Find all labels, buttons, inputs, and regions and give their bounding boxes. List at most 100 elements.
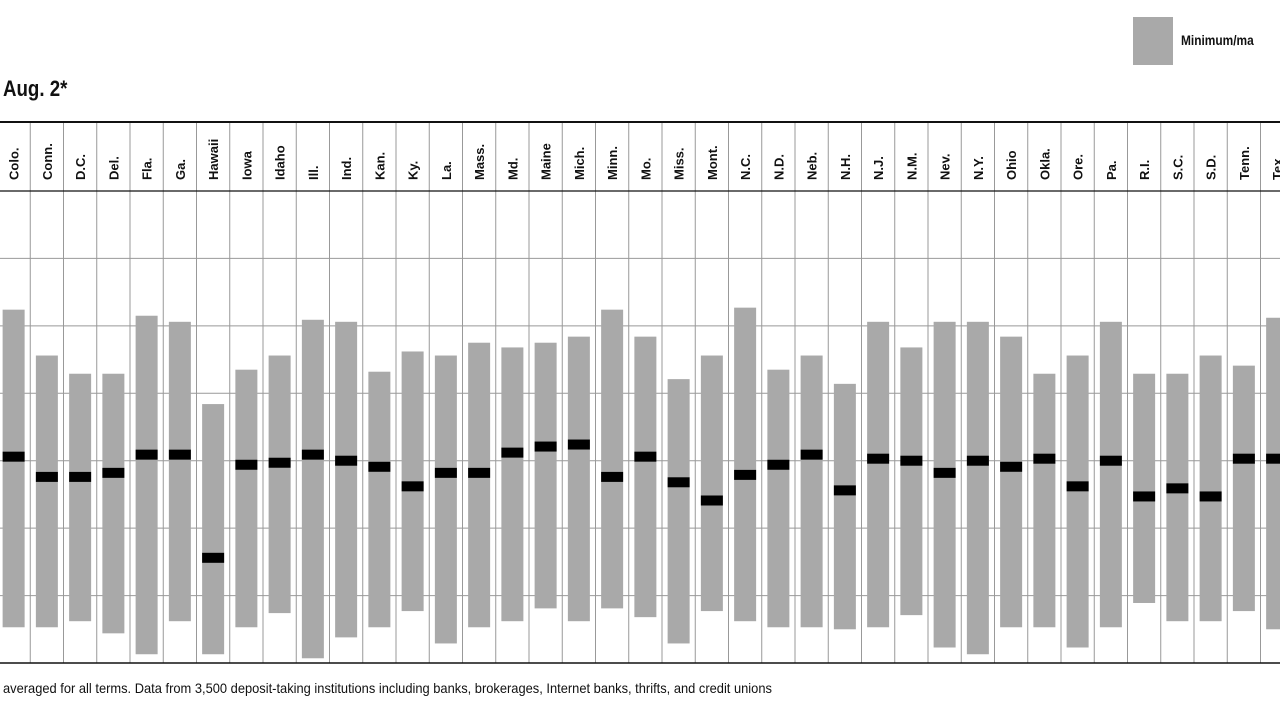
range-bar <box>567 336 590 622</box>
range-bar <box>1133 373 1156 603</box>
range-bar <box>501 347 524 622</box>
range-bar <box>1199 355 1222 622</box>
average-marker <box>700 495 723 506</box>
category-label: Pa. <box>1104 160 1119 180</box>
average-marker <box>368 461 391 472</box>
category-label: Kan. <box>372 152 387 180</box>
range-bar <box>301 319 324 659</box>
range-bar <box>335 321 358 638</box>
category-label: Ohio <box>1004 150 1019 180</box>
category-label: N.Y. <box>971 156 986 180</box>
range-bar <box>368 371 391 628</box>
category-label: Mont. <box>705 145 720 180</box>
category-label: Iowa <box>239 150 254 180</box>
category-label: Ill. <box>306 166 321 180</box>
category-label: Mich. <box>572 147 587 180</box>
average-marker <box>1232 453 1255 464</box>
category-label: Ore. <box>1071 154 1086 180</box>
average-marker <box>268 457 291 468</box>
average-marker <box>734 469 757 480</box>
chart-subtitle: Aug. 2* <box>3 76 68 101</box>
range-bars <box>2 307 1280 659</box>
category-label: N.H. <box>838 154 853 180</box>
range-bar <box>135 315 158 655</box>
average-marker <box>1033 453 1056 464</box>
category-label: S.C. <box>1170 155 1185 180</box>
range-bar <box>867 321 890 628</box>
category-label: R.I. <box>1137 160 1152 180</box>
average-marker <box>567 439 590 450</box>
category-label: Nev. <box>938 154 953 181</box>
category-label: Conn. <box>40 143 55 180</box>
range-bar <box>933 321 956 648</box>
category-label: Mass. <box>472 144 487 180</box>
range-bar <box>667 379 690 644</box>
legend-range-swatch <box>1133 17 1173 65</box>
average-marker <box>35 471 58 482</box>
grid-lines <box>0 122 1280 663</box>
range-bar <box>401 351 424 612</box>
range-bar <box>1066 355 1089 648</box>
average-marker <box>2 451 25 462</box>
average-marker <box>335 455 358 466</box>
category-label: Hawaii <box>206 139 221 180</box>
category-label: Mo. <box>638 158 653 180</box>
category-label: Ga. <box>173 159 188 180</box>
average-marker <box>966 455 989 466</box>
category-label: Ind. <box>339 157 354 180</box>
category-label: Colo. <box>7 148 22 181</box>
category-labels: Colo. Conn. D.C. Del. Fla. Ga. Hawaii Iowa Idaho… <box>7 139 1280 180</box>
average-marker <box>1133 491 1156 502</box>
range-bar <box>102 373 125 634</box>
range-bar <box>168 321 191 622</box>
range-bar <box>1000 336 1023 628</box>
category-label: N.D. <box>771 154 786 180</box>
legend-range-label: Minimum/ma <box>1181 32 1254 48</box>
range-bar <box>900 347 923 616</box>
range-bar <box>734 307 757 622</box>
average-marker <box>1166 483 1189 494</box>
average-marker <box>501 447 524 458</box>
range-bar <box>634 336 657 618</box>
range-bar <box>1266 317 1280 630</box>
category-label: Fla. <box>140 158 155 180</box>
range-bar <box>601 309 624 609</box>
average-marker <box>102 467 125 478</box>
category-label: Del. <box>106 156 121 180</box>
range-bar <box>1166 373 1189 622</box>
category-label: N.M. <box>904 153 919 180</box>
category-label: Minn. <box>605 146 620 180</box>
range-bar <box>534 342 557 609</box>
category-label: Miss. <box>672 147 687 180</box>
category-label: D.C. <box>73 154 88 180</box>
category-label: Okla. <box>1037 148 1052 180</box>
chart-footnote: averaged for all terms. Data from 3,500 … <box>3 680 772 696</box>
range-bar <box>434 355 457 644</box>
category-label: N.J. <box>871 156 886 180</box>
average-marker <box>202 552 225 563</box>
average-marker <box>867 453 890 464</box>
range-chart: Colo. Conn. D.C. Del. Fla. Ga. Hawaii Iowa Idaho… <box>0 121 1280 664</box>
range-bar <box>966 321 989 655</box>
range-bar <box>2 309 25 628</box>
average-marker <box>69 471 92 482</box>
average-marker <box>235 459 258 470</box>
average-marker <box>601 471 624 482</box>
average-marker <box>833 485 856 496</box>
category-label: Maine <box>539 143 554 180</box>
range-bar <box>1232 365 1255 612</box>
average-marker <box>667 477 690 488</box>
average-marker <box>401 481 424 492</box>
category-label: Ky. <box>406 161 421 180</box>
category-label: Tex. <box>1270 155 1280 180</box>
range-bar <box>268 355 291 614</box>
range-bar <box>468 342 491 628</box>
average-marker <box>933 467 956 478</box>
range-bar <box>35 355 58 628</box>
average-marker <box>800 449 823 460</box>
average-marker <box>534 441 557 452</box>
average-marker <box>767 459 790 470</box>
range-bar <box>700 355 723 612</box>
average-marker <box>301 449 324 460</box>
average-marker <box>168 449 191 460</box>
